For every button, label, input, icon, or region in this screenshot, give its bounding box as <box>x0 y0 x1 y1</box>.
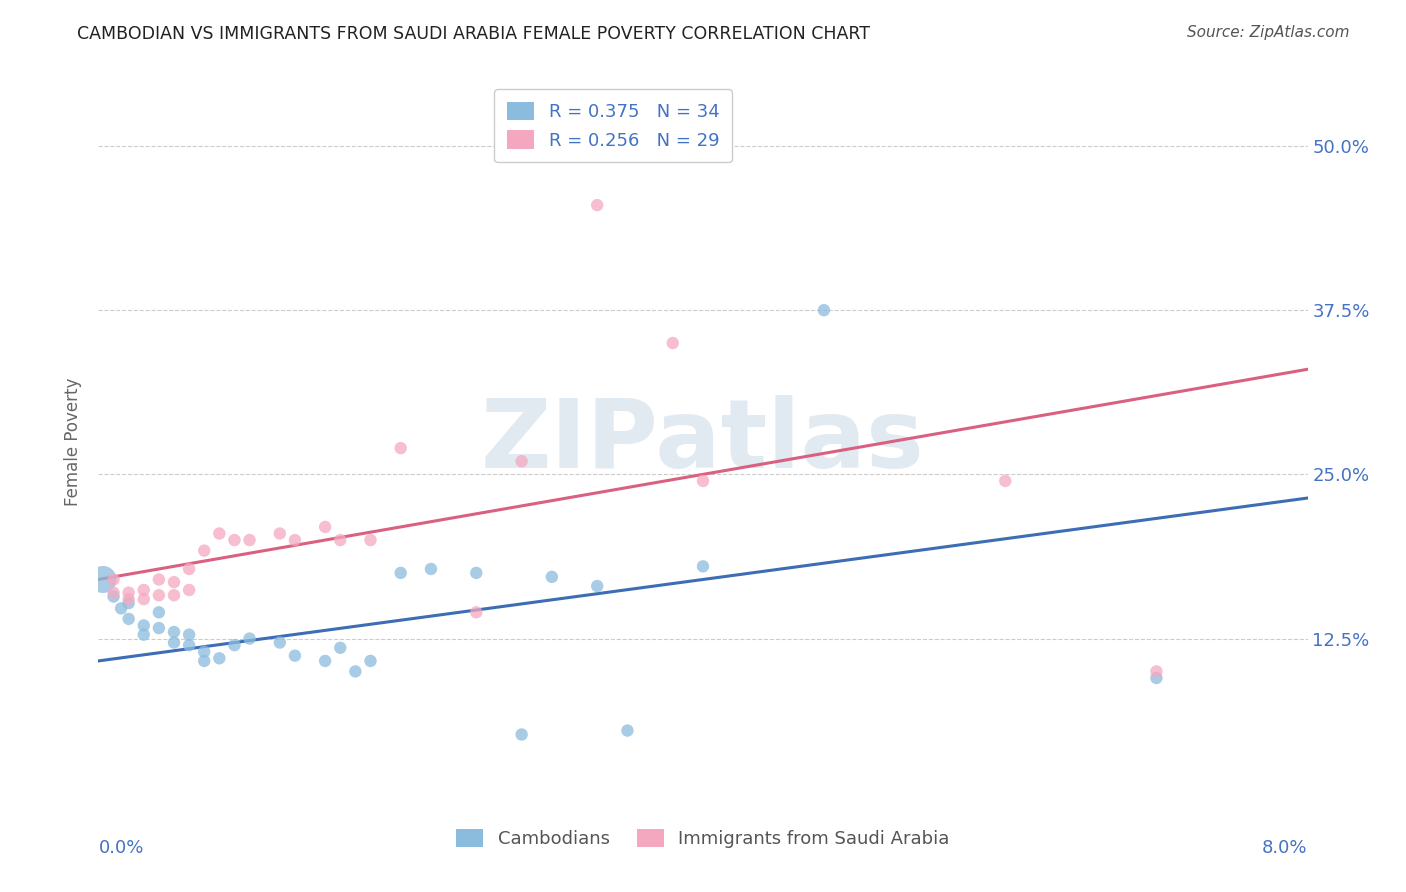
Legend: Cambodians, Immigrants from Saudi Arabia: Cambodians, Immigrants from Saudi Arabia <box>449 822 957 855</box>
Point <box>239 632 262 646</box>
Point <box>132 627 155 641</box>
Point <box>148 605 170 619</box>
Text: ZIPatlas: ZIPatlas <box>481 395 925 488</box>
Text: 0.0%: 0.0% <box>98 838 143 857</box>
Point <box>193 645 215 659</box>
Point <box>994 474 1017 488</box>
Point <box>163 588 186 602</box>
Point <box>91 573 114 587</box>
Point <box>118 612 141 626</box>
Point <box>269 526 291 541</box>
Point <box>329 640 352 655</box>
Point <box>616 723 638 738</box>
Point <box>284 648 307 663</box>
Point <box>692 474 714 488</box>
Point <box>163 575 186 590</box>
Point <box>148 573 170 587</box>
Point <box>148 588 170 602</box>
Point <box>586 198 609 212</box>
Text: Source: ZipAtlas.com: Source: ZipAtlas.com <box>1187 25 1350 40</box>
Point <box>360 533 382 547</box>
Point <box>132 592 155 607</box>
Point <box>389 441 412 455</box>
Point <box>510 727 533 741</box>
Point <box>510 454 533 468</box>
Point <box>179 638 201 652</box>
Point <box>661 336 683 351</box>
Point <box>224 533 246 547</box>
Text: CAMBODIAN VS IMMIGRANTS FROM SAUDI ARABIA FEMALE POVERTY CORRELATION CHART: CAMBODIAN VS IMMIGRANTS FROM SAUDI ARABI… <box>77 25 870 43</box>
Point <box>360 654 382 668</box>
Point <box>420 562 443 576</box>
Point <box>344 665 367 679</box>
Point <box>269 635 291 649</box>
Point <box>118 596 141 610</box>
Point <box>163 625 186 640</box>
Point <box>465 566 488 580</box>
Point <box>1146 665 1168 679</box>
Point <box>163 635 186 649</box>
Point <box>314 654 336 668</box>
Point <box>284 533 307 547</box>
Point <box>208 651 231 665</box>
Point <box>132 618 155 632</box>
Point <box>465 605 488 619</box>
Point <box>103 573 125 587</box>
Point <box>239 533 262 547</box>
Point <box>118 585 141 599</box>
Point <box>389 566 412 580</box>
Point <box>813 303 835 318</box>
Point <box>179 582 201 597</box>
Text: 8.0%: 8.0% <box>1263 838 1308 857</box>
Point <box>540 570 562 584</box>
Point <box>1146 671 1168 685</box>
Point <box>110 601 132 615</box>
Point <box>179 562 201 576</box>
Point <box>179 627 201 641</box>
Point <box>193 543 215 558</box>
Point <box>586 579 609 593</box>
Point <box>103 585 125 599</box>
Point <box>132 582 155 597</box>
Point <box>118 592 141 607</box>
Point <box>148 621 170 635</box>
Y-axis label: Female Poverty: Female Poverty <box>65 377 83 506</box>
Point <box>329 533 352 547</box>
Point <box>224 638 246 652</box>
Point <box>208 526 231 541</box>
Point <box>103 590 125 604</box>
Point <box>193 654 215 668</box>
Point <box>314 520 336 534</box>
Point <box>692 559 714 574</box>
